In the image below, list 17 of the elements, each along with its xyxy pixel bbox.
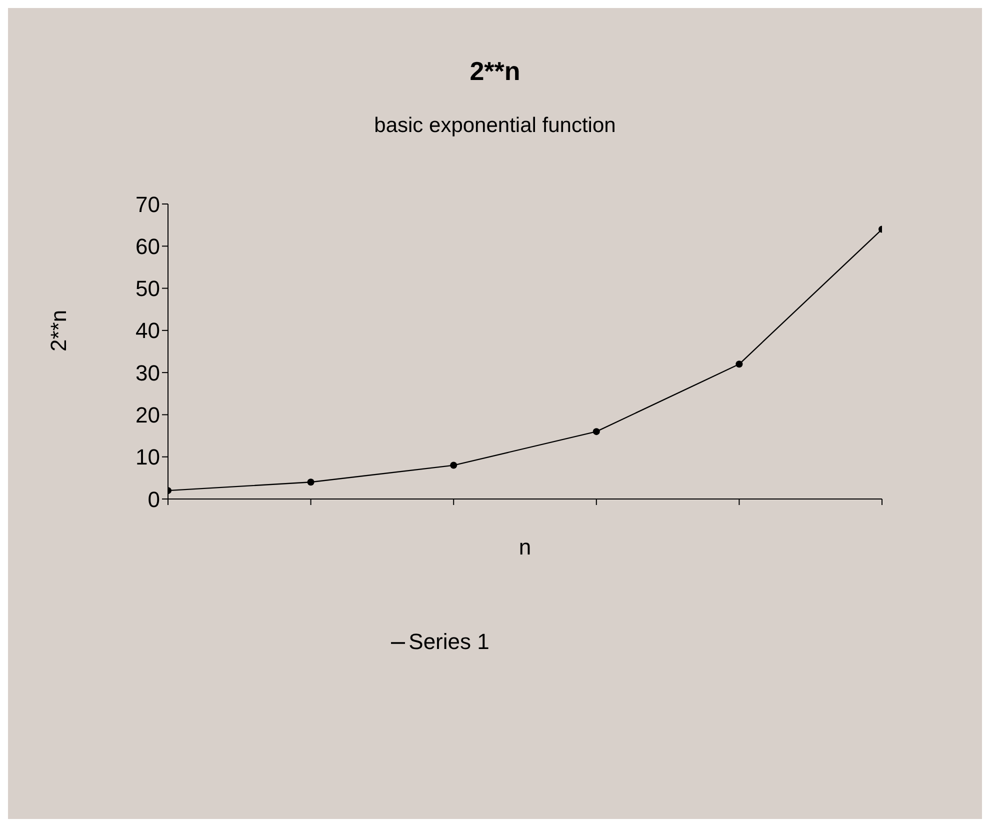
point: [592, 428, 600, 436]
y-axis-title: 2**n: [46, 310, 71, 352]
y-tick-label: 30: [136, 360, 160, 386]
legend-label: Series 1: [408, 629, 490, 654]
y-tick-label: 10: [136, 444, 160, 470]
y-tick-label: 40: [136, 318, 160, 344]
y-tick-label: 20: [136, 402, 160, 428]
point: [736, 360, 743, 368]
y-tick-label: 50: [136, 276, 160, 302]
y-tick-label: 70: [136, 192, 160, 217]
y-tick-label: 0: [148, 486, 160, 512]
chart-title: 2**n: [468, 56, 522, 87]
x-axis-title: n: [518, 534, 532, 560]
point: [307, 478, 314, 486]
chart-subtitle: basic exponential function: [373, 114, 617, 138]
point: [450, 462, 458, 469]
y-tick-label: 60: [136, 234, 160, 259]
